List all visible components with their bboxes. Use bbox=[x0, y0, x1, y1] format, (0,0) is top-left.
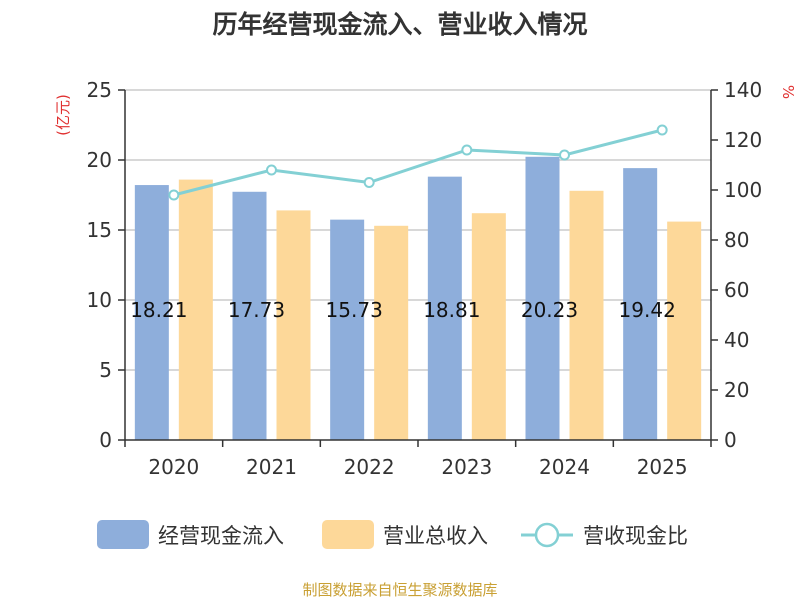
y-left-tick-label: 25 bbox=[87, 78, 112, 102]
x-tick-label: 2020 bbox=[148, 455, 199, 479]
y-left-tick-label: 10 bbox=[87, 288, 112, 312]
bar-revenue bbox=[471, 213, 506, 440]
legend-swatch-cash-inflow bbox=[97, 520, 149, 549]
legend: 经营现金流入 营业总收入 营收现金比 bbox=[97, 520, 688, 549]
source-note: 制图数据来自恒生聚源数据库 bbox=[302, 581, 497, 599]
bar-cash-inflow bbox=[330, 219, 365, 440]
data-label-cash-inflow: 20.23 bbox=[521, 298, 578, 322]
y-left-tick-label: 15 bbox=[87, 218, 112, 242]
bar-cash-inflow bbox=[623, 168, 658, 440]
legend-swatch-revenue bbox=[322, 520, 374, 549]
bar-revenue bbox=[374, 225, 409, 440]
y-right-tick-label: 140 bbox=[724, 78, 762, 102]
ratio-point bbox=[559, 149, 570, 161]
x-tick-label: 2021 bbox=[246, 455, 297, 479]
y-right-tick-label: 40 bbox=[724, 328, 749, 352]
y-right-tick-label: 60 bbox=[724, 278, 749, 302]
legend-label-ratio: 营收现金比 bbox=[583, 524, 688, 548]
y-left-tick-label: 5 bbox=[99, 358, 112, 382]
y-left-axis-label: (亿元) bbox=[54, 94, 72, 136]
y-right-tick-label: 100 bbox=[724, 178, 762, 202]
bar-revenue bbox=[667, 221, 702, 440]
x-tick-label: 2025 bbox=[637, 455, 688, 479]
ratio-point bbox=[168, 189, 180, 201]
ratio-point bbox=[363, 177, 375, 188]
bar-cash-inflow bbox=[427, 176, 462, 440]
axes bbox=[118, 89, 718, 447]
y-right-axis-label: % bbox=[779, 85, 797, 99]
x-tick-label: 2022 bbox=[344, 455, 395, 479]
bars bbox=[134, 156, 702, 440]
y-right-tick-label: 80 bbox=[724, 228, 749, 252]
legend-label-revenue: 营业总收入 bbox=[383, 524, 488, 548]
y-left-tick-label: 20 bbox=[87, 148, 112, 172]
x-tick-label: 2024 bbox=[539, 455, 590, 479]
bar-cash-inflow bbox=[232, 191, 267, 440]
y-right-tick-label: 20 bbox=[724, 378, 749, 402]
bar-cash-inflow bbox=[525, 156, 560, 440]
x-tick-label: 2023 bbox=[441, 455, 492, 479]
data-label-cash-inflow: 19.42 bbox=[619, 298, 676, 322]
data-label-cash-inflow: 18.81 bbox=[423, 298, 480, 322]
y-right-tick-label: 120 bbox=[724, 128, 762, 152]
bar-cash-inflow bbox=[134, 185, 169, 440]
bar-revenue bbox=[276, 210, 311, 440]
data-label-cash-inflow: 15.73 bbox=[326, 298, 383, 322]
gridlines bbox=[125, 89, 711, 371]
legend-label-cash-inflow: 经营现金流入 bbox=[158, 524, 284, 548]
chart-title: 历年经营现金流入、营业收入情况 bbox=[212, 10, 587, 39]
ratio-line bbox=[168, 124, 668, 201]
ratio-point bbox=[266, 164, 277, 176]
ratio-point bbox=[656, 124, 668, 136]
y-left-tick-label: 0 bbox=[99, 428, 112, 452]
bar-revenue bbox=[569, 190, 604, 440]
ratio-point bbox=[461, 144, 473, 156]
legend-marker-ratio bbox=[534, 522, 560, 548]
data-labels: 18.21 17.73 15.73 18.81 20.23 19.42 bbox=[130, 298, 676, 322]
y-right-tick-label: 0 bbox=[724, 428, 737, 452]
data-label-cash-inflow: 18.21 bbox=[130, 298, 187, 322]
bar-revenue bbox=[178, 179, 213, 440]
ratio-line-path bbox=[173, 128, 663, 197]
data-label-cash-inflow: 17.73 bbox=[228, 298, 285, 322]
